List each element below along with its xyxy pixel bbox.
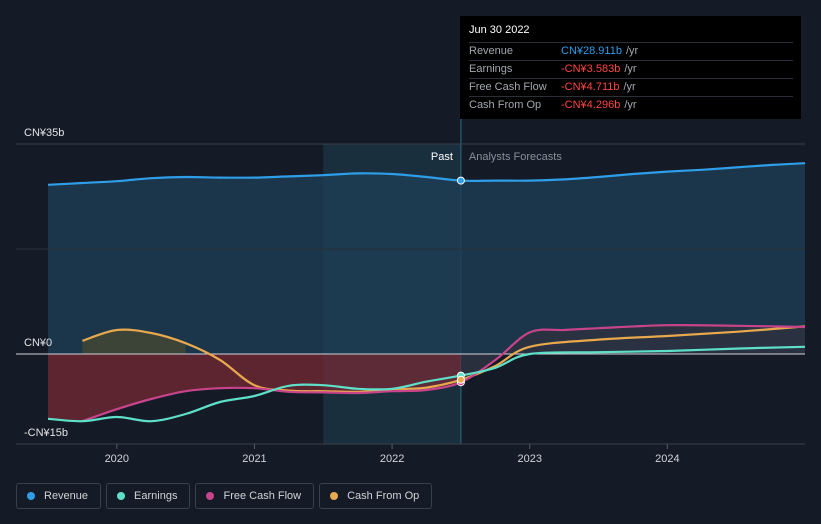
y-tick-label: -CN¥15b [24, 427, 68, 439]
legend-label: Free Cash Flow [223, 490, 302, 502]
tooltip-date: Jun 30 2022 [469, 24, 530, 36]
series-line-revenue [47, 162, 806, 186]
tooltip-row-free-cash-flow: Free Cash Flow -CN¥4.711b /yr [469, 78, 793, 96]
tooltip-value: -CN¥4.711b [561, 81, 620, 93]
legend-dot-icon [27, 492, 35, 500]
tooltip-unit: /yr [624, 63, 637, 75]
tooltip-row-cash-from-op: Cash From Op -CN¥4.296b /yr [469, 96, 793, 114]
past-label: Past [431, 151, 453, 163]
tooltip-label: Free Cash Flow [469, 81, 547, 93]
tooltip-value: CN¥28.911b [561, 45, 622, 57]
marker-cash-from-op [456, 375, 465, 384]
forecast-label: Analysts Forecasts [469, 151, 562, 163]
tooltip-value: -CN¥3.583b [561, 63, 621, 75]
legend-label: Revenue [44, 490, 89, 502]
tooltip-unit: /yr [625, 45, 639, 57]
tooltip-label: Earnings [469, 63, 513, 75]
x-tick-label: 2023 [517, 453, 541, 465]
y-tick-label: CN¥0 [24, 337, 52, 349]
x-tick-label: 2024 [655, 453, 679, 465]
tooltip-unit: /yr [624, 99, 637, 111]
tooltip-value: -CN¥4.296b [561, 99, 621, 111]
legend-label: Earnings [134, 490, 178, 502]
legend-item-earnings[interactable]: Earnings [106, 483, 191, 509]
revenue-area [48, 163, 805, 354]
legend-dot-icon [206, 492, 215, 500]
tooltip-unit: /yr [623, 81, 636, 93]
legend: Revenue Earnings Free Cash Flow Cash Fro… [16, 483, 433, 509]
tooltip: Jun 30 2022 Revenue CN¥28.911b /yr Earni… [460, 16, 801, 119]
series-line-earnings [47, 345, 806, 423]
tooltip-label: Cash From Op [469, 99, 542, 111]
y-tick-label: CN¥35b [24, 127, 64, 139]
tooltip-row-earnings: Earnings -CN¥3.583b /yr [469, 60, 793, 78]
x-tick-label: 2021 [242, 453, 266, 465]
marker-revenue [456, 176, 465, 185]
legend-item-revenue[interactable]: Revenue [16, 483, 102, 509]
legend-dot-icon [117, 492, 126, 500]
legend-item-free-cash-flow[interactable]: Free Cash Flow [195, 483, 315, 509]
x-tick-label: 2020 [105, 453, 129, 465]
tooltip-label: Revenue [469, 45, 514, 57]
tooltip-row-revenue: Revenue CN¥28.911b /yr [469, 42, 793, 60]
legend-label: Cash From Op [347, 490, 420, 502]
series-line-free-cash-flow [82, 323, 806, 423]
legend-dot-icon [330, 492, 339, 500]
legend-item-cash-from-op[interactable]: Cash From Op [319, 483, 433, 509]
x-tick-label: 2022 [380, 453, 404, 465]
